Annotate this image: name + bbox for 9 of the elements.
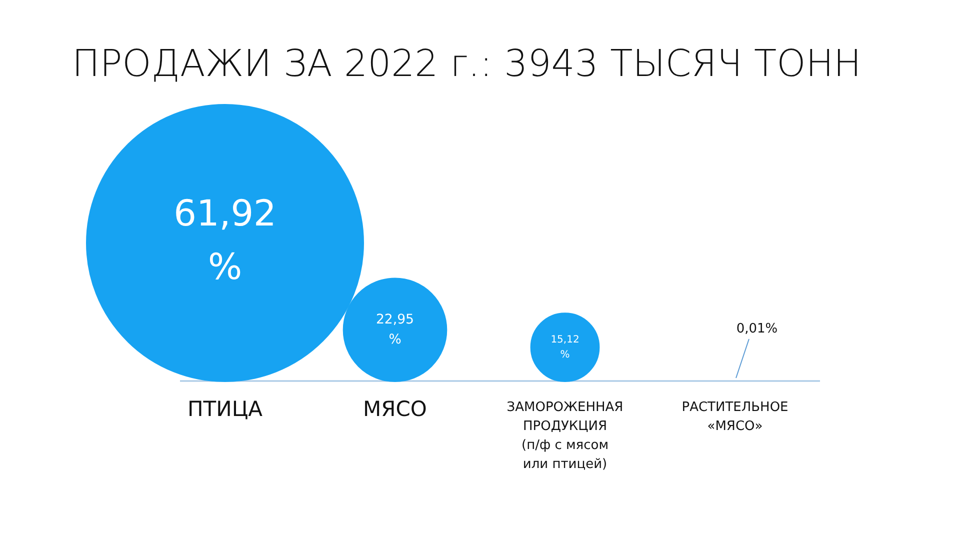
category-label: ПТИЦА	[188, 397, 262, 422]
category-label: МЯСО	[363, 397, 427, 422]
data-label: 0,01%	[736, 321, 778, 336]
text: ПРОДАЖИ ЗА 2022 г.: 3943 ТЫСЯЧ ТОНН	[72, 42, 862, 85]
data-label: 15,12 %	[550, 334, 580, 360]
data-label: 22,95 %	[376, 312, 414, 348]
data-label: 61,92 %	[174, 193, 276, 288]
category-label: ЗАМОРОЖЕННАЯ ПРОДУКЦИЯ (п/ф с мясом или птицей)	[506, 399, 624, 474]
category-label: РАСТИТЕЛЬНОЕ «МЯСО»	[682, 399, 788, 436]
